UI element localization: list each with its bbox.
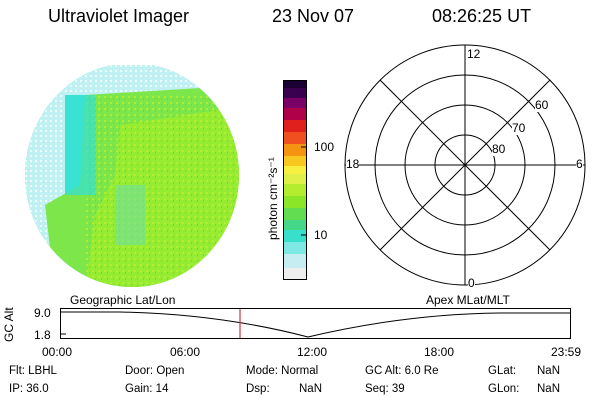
uv-image	[25, 65, 239, 287]
timeline-ytick-1-8: 1.8	[34, 328, 51, 342]
status-glon-value: NaN	[537, 383, 561, 395]
colorbar-unit-label: photon cm⁻²s⁻¹	[266, 157, 280, 240]
timeline-xtick-1200: 12:00	[297, 345, 328, 359]
timeline-axis-label: GC Alt	[2, 307, 16, 342]
lat-label-70: 70	[512, 121, 526, 135]
timeline-xtick-1800: 18:00	[424, 345, 455, 359]
status-gc-alt: GC Alt: 6.0 Re	[365, 365, 439, 377]
timeline-xtick-0000: 00:00	[42, 345, 73, 359]
lat-label-60: 60	[535, 98, 549, 112]
status-door: Door: Open	[125, 365, 185, 377]
mlt-label-0: 0	[468, 276, 475, 290]
timeline-xtick-2359: 23:59	[551, 345, 582, 359]
status-glat: GLat:	[488, 365, 517, 377]
timeline-left-caption: Geographic Lat/Lon	[70, 293, 176, 307]
date-label: 23 Nov 07	[272, 6, 355, 26]
timeline-xtick-0600: 06:00	[170, 345, 201, 359]
mlt-label-6: 6	[576, 157, 583, 171]
colorbar-tick-10: 10	[314, 228, 328, 242]
colorbar-tick-100: 100	[314, 140, 335, 154]
status-glat-value: NaN	[537, 365, 561, 377]
status-seq: Seq: 39	[365, 383, 405, 395]
status-gain: Gain: 14	[125, 383, 169, 395]
color-bar	[283, 80, 307, 280]
lat-label-80: 80	[492, 142, 506, 156]
status-mode: Mode: Normal	[246, 365, 319, 377]
timeline-ytick-9: 9.0	[34, 306, 51, 320]
status-glon: GLon:	[488, 383, 520, 395]
mlt-label-18: 18	[346, 157, 360, 171]
polar-plot	[344, 44, 586, 286]
time-label: 08:26:25 UT	[432, 6, 532, 26]
status-dsp-value: NaN	[299, 383, 323, 395]
status-dsp: Dsp:	[246, 383, 270, 395]
status-ip: IP: 36.0	[9, 383, 49, 395]
timeline-right-caption: Apex MLat/MLT	[426, 293, 510, 307]
mlt-label-12: 12	[467, 47, 481, 61]
app-title: Ultraviolet Imager	[48, 6, 190, 26]
status-flt: Flt: LBHL	[9, 365, 57, 377]
timeline-plot	[60, 308, 571, 339]
